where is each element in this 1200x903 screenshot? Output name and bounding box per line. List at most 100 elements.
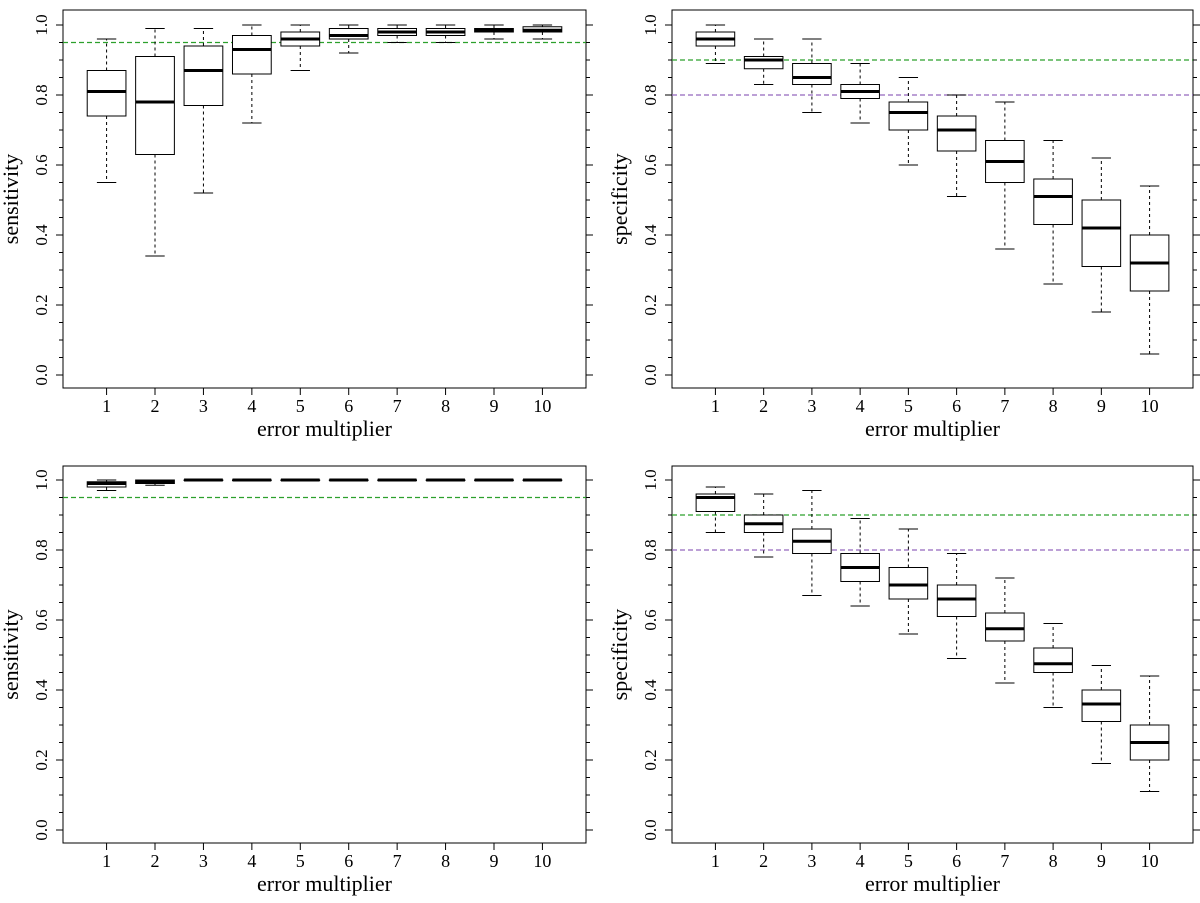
x-tick-label: 10 <box>533 396 551 416</box>
y-tick-label: 0.8 <box>32 539 51 560</box>
box-4 <box>231 478 272 482</box>
x-tick-label: 6 <box>344 851 353 871</box>
x-tick-label: 10 <box>1141 851 1159 871</box>
box-8 <box>1033 140 1073 285</box>
box-1 <box>695 486 736 533</box>
y-tick-label: 0.6 <box>641 609 660 630</box>
box-8 <box>425 24 466 43</box>
plot-frame <box>671 9 1194 389</box>
x-tick-label: 6 <box>344 396 353 416</box>
x-axis-title: error multiplier <box>865 871 1001 896</box>
x-tick-label: 1 <box>711 851 720 871</box>
box-3 <box>183 28 224 194</box>
x-tick-label: 2 <box>759 851 768 871</box>
box-1 <box>86 479 127 491</box>
x-tick-label: 5 <box>904 851 913 871</box>
box-3 <box>792 490 832 596</box>
y-tick-label: 0.4 <box>32 679 51 701</box>
y-tick-label: 1.0 <box>32 14 51 35</box>
box-9 <box>474 478 514 482</box>
x-tick-label: 3 <box>199 396 208 416</box>
box-iqr <box>1081 199 1122 267</box>
box-iqr <box>183 45 224 106</box>
x-tick-label: 8 <box>1049 851 1058 871</box>
box-6 <box>328 24 369 54</box>
box-iqr <box>985 612 1025 642</box>
x-tick-label: 5 <box>904 396 913 416</box>
y-tick-label: 0.0 <box>32 819 51 840</box>
chart-panel-bottom-right: 0.0 0.2 0.4 0.6 0.8 1.0 1 2 3 4 5 6 7 8 9 10 error multi… <box>607 465 1200 896</box>
y-tick-label: 0.2 <box>32 749 51 770</box>
y-axis-title: specificity <box>607 153 632 245</box>
x-tick-label: 4 <box>247 851 256 871</box>
y-tick-label: 0.2 <box>641 294 660 315</box>
box-iqr <box>1033 178 1073 225</box>
y-tick-label: 0.2 <box>641 749 660 770</box>
x-tick-label: 1 <box>102 396 111 416</box>
y-tick-label: 0.4 <box>641 679 660 701</box>
box-iqr <box>936 115 977 152</box>
y-tick-label: 0.0 <box>641 364 660 385</box>
x-tick-label: 10 <box>533 851 551 871</box>
y-axis-title: sensitivity <box>0 609 23 699</box>
y-tick-label: 0.8 <box>32 84 51 105</box>
box-iqr <box>86 70 127 117</box>
y-axis-title: sensitivity <box>0 154 23 244</box>
box-5 <box>888 77 929 166</box>
y-tick-label: 0.2 <box>32 294 51 315</box>
x-tick-label: 9 <box>1097 396 1106 416</box>
box-8 <box>1033 623 1073 708</box>
y-tick-label: 0.0 <box>641 819 660 840</box>
box-3 <box>792 38 832 113</box>
chart-panel-top-right: 0.0 0.2 0.4 0.6 0.8 1.0 1 2 3 4 5 6 7 8 9 10 error multi… <box>607 9 1200 441</box>
x-tick-label: 8 <box>441 851 450 871</box>
x-tick-label: 9 <box>489 396 498 416</box>
x-tick-label: 4 <box>247 396 256 416</box>
chart-panel-bottom-left: 0.0 0.2 0.4 0.6 0.8 1.0 1 2 3 4 5 6 7 8 9 10 error multi… <box>0 465 593 896</box>
x-tick-label: 7 <box>393 396 402 416</box>
x-tick-label: 2 <box>759 396 768 416</box>
x-axis-title: error multiplier <box>865 416 1001 441</box>
box-iqr <box>1081 689 1122 722</box>
box-iqr <box>936 584 977 617</box>
x-tick-label: 5 <box>296 396 305 416</box>
chart-panel-top-left: 0.0 0.2 0.4 0.6 0.8 1.0 1 2 3 4 5 6 7 8 9 10 error multi… <box>0 9 593 441</box>
box-6 <box>328 478 369 482</box>
box-4 <box>840 63 880 124</box>
plot-frame <box>62 9 587 389</box>
box-9 <box>1081 665 1122 764</box>
plot-frame <box>62 465 587 844</box>
box-9 <box>1081 157 1122 313</box>
x-tick-label: 8 <box>441 396 450 416</box>
x-tick-label: 1 <box>102 851 111 871</box>
box-2 <box>743 38 784 85</box>
x-tick-label: 9 <box>489 851 498 871</box>
x-tick-label: 7 <box>1000 851 1009 871</box>
y-tick-label: 0.6 <box>32 154 51 175</box>
box-5 <box>280 478 321 482</box>
box-10 <box>522 478 563 482</box>
box-5 <box>888 528 929 635</box>
box-10 <box>522 24 563 40</box>
y-tick-label: 1.0 <box>32 469 51 490</box>
box-6 <box>936 553 977 659</box>
y-axis-title: specificity <box>607 609 632 701</box>
x-axis-title: error multiplier <box>257 871 393 896</box>
y-tick-label: 1.0 <box>641 469 660 490</box>
x-tick-label: 3 <box>807 396 816 416</box>
box-iqr <box>743 56 784 70</box>
box-4 <box>231 24 272 124</box>
box-iqr <box>888 567 929 600</box>
box-9 <box>474 24 514 40</box>
box-iqr <box>792 63 832 85</box>
x-tick-label: 6 <box>952 851 961 871</box>
x-tick-label: 2 <box>151 396 160 416</box>
box-iqr <box>888 101 929 131</box>
y-tick-label: 0.8 <box>641 539 660 560</box>
y-tick-label: 1.0 <box>641 14 660 35</box>
y-tick-label: 0.8 <box>641 84 660 105</box>
y-tick-label: 0.6 <box>32 609 51 630</box>
box-1 <box>86 38 127 183</box>
x-tick-label: 7 <box>1000 396 1009 416</box>
